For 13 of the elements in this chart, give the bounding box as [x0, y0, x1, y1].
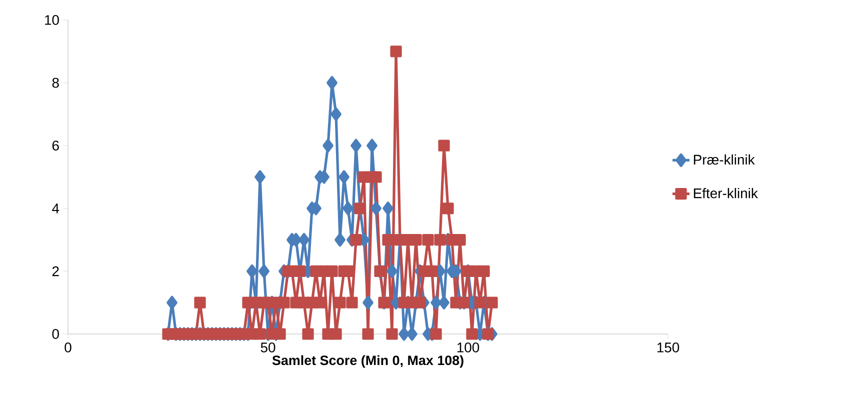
y-tick-label: 8	[52, 78, 59, 88]
x-tick-label: 50	[260, 342, 276, 352]
y-tick-label: 10	[45, 15, 59, 25]
y-tick-label: 2	[52, 266, 59, 276]
y-tick-label: 4	[52, 204, 60, 214]
x-axis-title: Samlet Score (Min 0, Max 108)	[272, 355, 464, 368]
x-tick-label: 150	[657, 342, 680, 352]
legend-label: Efter-klinik	[694, 188, 758, 198]
x-tick-label: 0	[64, 342, 72, 352]
x-tick-label: 100	[457, 342, 480, 352]
legend-label: Præ-klinik	[694, 154, 755, 165]
y-tick-label: 6	[52, 140, 59, 151]
y-tick-label: 0	[52, 329, 59, 339]
